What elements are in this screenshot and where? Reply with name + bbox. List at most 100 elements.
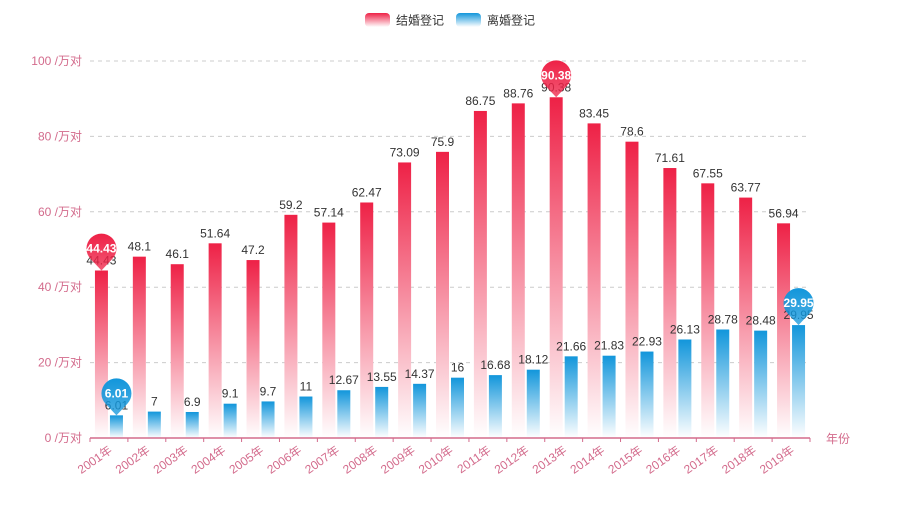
x-tick-label: 2005年 <box>227 443 267 477</box>
data-label: 28.78 <box>708 312 738 326</box>
marker-pin[interactable]: 6.01 <box>101 378 132 416</box>
bar-marriage[interactable] <box>398 162 412 439</box>
markers: 44.43 90.38 6.01 29.95 <box>86 60 814 416</box>
bar-marriage[interactable] <box>322 222 336 438</box>
x-tick-label: 2007年 <box>302 443 342 477</box>
data-label: 75.9 <box>431 135 455 149</box>
data-label: 16 <box>451 361 465 375</box>
bar-divorce[interactable] <box>147 411 161 438</box>
bar-marriage[interactable] <box>284 214 298 438</box>
data-label: 88.76 <box>503 86 533 100</box>
data-label: 51.64 <box>200 226 230 240</box>
x-tick-label: 2016年 <box>643 443 683 477</box>
x-tick-label: 2019年 <box>757 443 797 477</box>
data-label: 28.48 <box>746 314 776 328</box>
y-tick-label: 60 /万对 <box>38 205 82 219</box>
bar-divorce[interactable] <box>754 330 768 438</box>
marker-pin[interactable]: 90.38 <box>541 60 572 98</box>
data-label: 21.83 <box>594 339 624 353</box>
legend-swatch <box>456 13 481 27</box>
x-tick-label: 2010年 <box>416 443 456 477</box>
x-tick-label: 2002年 <box>113 443 153 477</box>
bar-marriage[interactable] <box>94 270 108 438</box>
bar-divorce[interactable] <box>299 396 313 438</box>
marker-pin-shape <box>541 60 572 98</box>
data-label: 63.77 <box>731 181 761 195</box>
bar-divorce[interactable] <box>185 411 199 438</box>
bar-marriage[interactable] <box>511 103 525 438</box>
data-label: 26.13 <box>670 322 700 336</box>
legend[interactable]: 结婚登记 离婚登记 <box>365 13 535 28</box>
data-label: 16.68 <box>480 358 510 372</box>
data-label: 73.09 <box>390 145 420 159</box>
data-label: 6.9 <box>184 395 201 409</box>
legend-label: 结婚登记 <box>396 13 444 28</box>
x-tick-label: 2012年 <box>492 443 532 477</box>
bar-marriage[interactable] <box>625 141 639 439</box>
data-label: 7 <box>151 395 158 409</box>
bar-marriage[interactable] <box>663 168 677 438</box>
x-axis: 2001年2002年2003年2004年2005年2006年2007年2008年… <box>75 432 850 477</box>
y-tick-label: 80 /万对 <box>38 129 82 143</box>
legend-item[interactable]: 离婚登记 <box>456 13 535 28</box>
bar-marriage[interactable] <box>208 243 222 438</box>
data-label: 21.66 <box>556 339 586 353</box>
y-axis: 0 /万对 20 /万对 40 /万对 60 /万对 80 /万对 100 /万对 <box>31 54 82 445</box>
x-tick-label: 2018年 <box>719 443 759 477</box>
marker-label: 90.38 <box>541 68 571 82</box>
marker-label: 29.95 <box>784 296 814 310</box>
bar-divorce[interactable] <box>261 401 275 438</box>
legend-item[interactable]: 结婚登记 <box>365 13 444 28</box>
data-labels: 44.43 48.1 46.1 51.64 47.2 59.2 57.14 62.47 73.0… <box>86 80 813 412</box>
data-label: 13.55 <box>367 370 397 384</box>
bar-marriage[interactable] <box>132 256 146 438</box>
y-tick-label: 100 /万对 <box>31 54 82 68</box>
x-tick-label: 2006年 <box>264 443 304 477</box>
bar-divorce[interactable] <box>337 390 351 438</box>
data-label: 9.1 <box>222 387 239 401</box>
bar-divorce[interactable] <box>602 355 616 438</box>
marker-pin[interactable]: 29.95 <box>784 288 814 326</box>
x-tick-label: 2017年 <box>681 443 721 477</box>
bar-marriage[interactable] <box>170 264 184 438</box>
bar-marriage[interactable] <box>739 197 753 438</box>
bar-marriage[interactable] <box>246 260 260 438</box>
data-label: 46.1 <box>166 247 190 261</box>
bar-divorce[interactable] <box>564 356 578 438</box>
data-label: 48.1 <box>128 240 152 254</box>
bar-divorce[interactable] <box>413 383 427 438</box>
marker-pin-shape <box>86 233 117 271</box>
bar-divorce[interactable] <box>375 386 389 438</box>
bar-divorce[interactable] <box>716 329 730 438</box>
bar-divorce[interactable] <box>678 339 692 438</box>
bar-marriage[interactable] <box>587 123 601 439</box>
bar-divorce[interactable] <box>640 351 654 438</box>
y-tick-label: 20 /万对 <box>38 356 82 370</box>
x-tick-label: 2013年 <box>530 443 570 477</box>
bar-divorce[interactable] <box>526 369 540 438</box>
bar-divorce[interactable] <box>451 377 464 438</box>
marker-label: 6.01 <box>105 386 129 400</box>
bar-marriage[interactable] <box>436 151 449 438</box>
x-tick-label: 2011年 <box>455 443 494 476</box>
bar-divorce[interactable] <box>109 415 123 438</box>
bar-marriage[interactable] <box>473 110 487 438</box>
bar-marriage[interactable] <box>360 202 374 438</box>
data-label: 71.61 <box>655 151 685 165</box>
bar-divorce[interactable] <box>223 403 237 438</box>
data-label: 59.2 <box>279 198 303 212</box>
bar-marriage[interactable] <box>701 183 715 438</box>
bar-divorce[interactable] <box>488 375 502 438</box>
data-label: 9.7 <box>260 384 277 398</box>
data-label: 47.2 <box>241 243 265 257</box>
bar-marriage[interactable] <box>777 223 791 438</box>
x-tick-label: 2008年 <box>340 443 380 477</box>
bar-marriage[interactable] <box>549 97 563 439</box>
bar-divorce[interactable] <box>792 325 806 438</box>
x-tick-label: 2014年 <box>568 443 608 477</box>
data-label: 86.75 <box>465 94 495 108</box>
data-label: 83.45 <box>579 106 609 120</box>
marker-pin[interactable]: 44.43 <box>86 233 117 271</box>
